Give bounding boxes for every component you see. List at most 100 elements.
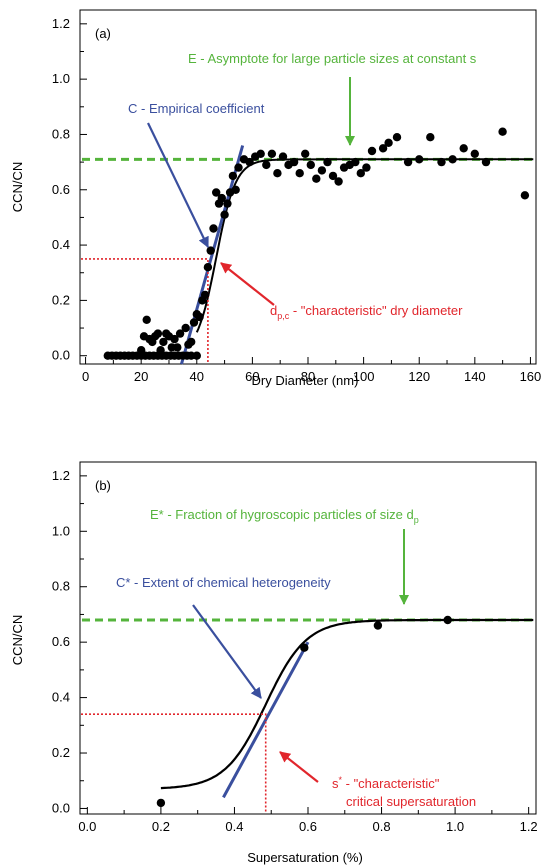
y-tick-label: 0.4 (52, 690, 70, 705)
x-tick-label: 0.6 (299, 819, 317, 834)
data-point (470, 149, 479, 158)
data-point (373, 621, 383, 630)
y-axis-title: CCN/CN (10, 615, 25, 666)
arrow-c (192, 604, 262, 699)
data-point (295, 169, 304, 178)
data-point (200, 290, 210, 300)
y-tick-label: 0.2 (52, 292, 70, 307)
data-point (267, 149, 277, 158)
arrow-c (147, 122, 209, 248)
data-point (223, 199, 232, 208)
data-point (142, 315, 151, 324)
data-point (384, 138, 393, 147)
x-tick-label: 160 (520, 369, 542, 384)
data-point (189, 318, 199, 327)
data-point (334, 177, 343, 186)
data-point (231, 185, 240, 194)
data-point (195, 312, 204, 322)
data-point (289, 157, 299, 167)
y-axis: 0.0 0.2 0.4 0.6 0.8 1.0 1.2 (52, 16, 87, 363)
x-tick-label: 0.0 (78, 819, 96, 834)
data-point (328, 171, 338, 181)
annotation-c: C* - Extent of chemical heterogeneity (116, 575, 331, 590)
x-axis-title: Supersaturation (%) (247, 850, 363, 865)
data-point (228, 171, 238, 181)
data-point (301, 149, 310, 158)
annotation-s: s* - "characteristic" (332, 775, 440, 791)
x-tick-label: 20 (134, 369, 148, 384)
data-point (234, 163, 243, 172)
data-points (156, 615, 452, 808)
y-tick-label: 1.2 (52, 468, 70, 483)
panel-label: (a) (95, 26, 111, 41)
x-tick-label: 40 (190, 369, 204, 384)
data-point (278, 152, 288, 161)
y-axis-title: CCN/CN (10, 162, 25, 213)
x-tick-label: 100 (353, 369, 375, 384)
data-point (498, 127, 507, 136)
y-tick-label: 0.8 (52, 579, 70, 594)
y-tick-label: 1.0 (52, 71, 70, 86)
data-point (306, 160, 315, 170)
y-tick-label: 1.2 (52, 16, 70, 31)
data-point (187, 337, 196, 347)
data-point (203, 263, 213, 272)
data-point (415, 155, 424, 164)
data-point (459, 144, 468, 153)
data-point (173, 343, 182, 352)
data-point (181, 323, 190, 333)
data-points (103, 127, 530, 360)
y-tick-label: 0.6 (52, 182, 70, 197)
x-tick-label: 80 (301, 369, 315, 384)
data-point (312, 174, 321, 183)
data-point (212, 188, 221, 197)
y-tick-label: 0.0 (52, 348, 70, 363)
data-point (520, 191, 530, 200)
data-point (273, 169, 282, 178)
x-tick-label: 0.4 (225, 819, 243, 834)
data-point (175, 329, 185, 338)
data-point (192, 351, 201, 360)
x-tick-label: 60 (245, 369, 259, 384)
data-point (262, 160, 271, 170)
panel-b: 0.0 0.2 0.4 0.6 0.8 1.0 1.2 0.0 0.2 0.4 0.6 0.8 1.0… (10, 461, 538, 865)
y-tick-label: 0.8 (52, 126, 70, 141)
x-tick-label: 0 (82, 369, 89, 384)
data-point (362, 163, 371, 172)
data-point (448, 155, 457, 164)
data-point (159, 337, 168, 347)
data-point (245, 157, 254, 167)
panel-label: (b) (95, 478, 111, 493)
data-point (403, 157, 413, 167)
x-tick-label: 1.2 (520, 819, 538, 834)
x-axis-title: Dry Diameter (nm) (252, 373, 359, 388)
annotation-e: E* - Fraction of hygroscopic particles o… (150, 507, 419, 525)
data-point (323, 157, 332, 167)
annotation-s-line2: critical supersaturation (346, 794, 476, 809)
characteristic-guide (81, 258, 209, 363)
data-point (170, 334, 179, 344)
arrow-d (220, 262, 275, 306)
data-point (317, 166, 327, 175)
y-tick-label: 1.0 (52, 523, 70, 538)
data-point (217, 193, 226, 203)
data-point (426, 133, 435, 142)
x-tick-label: 1.0 (446, 819, 464, 834)
data-point (392, 133, 402, 142)
data-point (378, 144, 388, 153)
data-point (437, 157, 446, 167)
y-tick-label: 0.4 (52, 237, 70, 252)
data-point (443, 615, 452, 625)
data-point (153, 329, 163, 338)
fit-curve (160, 618, 534, 790)
x-tick-label: 0.2 (152, 819, 170, 834)
characteristic-guide (81, 713, 267, 813)
x-axis: 0 20 40 60 80 100 120 140 160 (82, 357, 541, 384)
data-point (256, 149, 265, 158)
x-axis: 0.0 0.2 0.4 0.6 0.8 1.0 1.2 (78, 807, 538, 834)
data-point (209, 224, 218, 233)
data-point (137, 346, 146, 355)
y-tick-label: 0.0 (52, 800, 70, 815)
data-point (156, 346, 165, 355)
